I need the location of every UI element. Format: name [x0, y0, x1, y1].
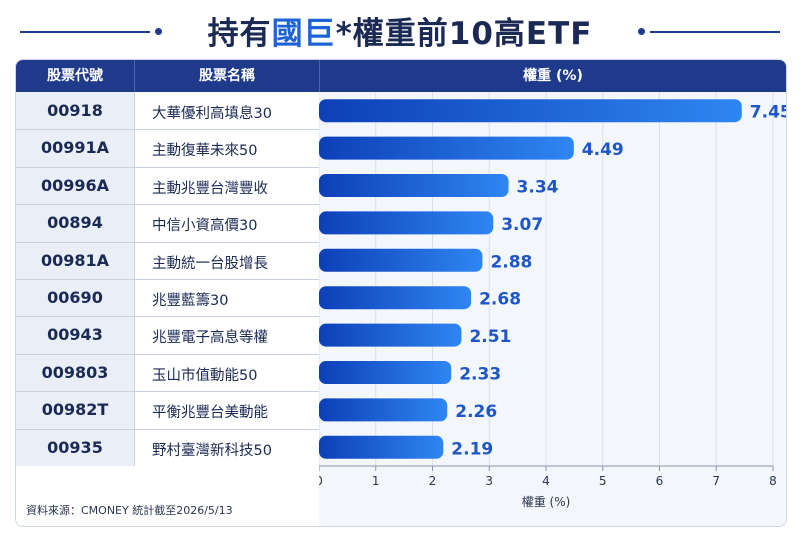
plot-area: 0 1 2 3 4 5 6 7 8 權重 (%) 7.45 4.49 3.34 3.07 2.88 2.68 2… — [319, 92, 786, 526]
title-dot-left — [155, 28, 162, 35]
value-label: 2.68 — [479, 290, 521, 310]
value-label: 4.49 — [582, 140, 624, 160]
etf-name: 兆豐電子高息等權 — [152, 330, 268, 347]
page-title: 持有國巨*權重前10高ETF — [0, 8, 800, 53]
value-label: 2.26 — [455, 402, 497, 422]
value-label: 2.51 — [469, 327, 511, 347]
header-separator — [319, 60, 320, 92]
etf-name: 玉山市值動能50 — [152, 367, 258, 384]
etf-name: 平衡兆豐台美動能 — [152, 405, 268, 422]
x-tick-label: 4 — [542, 474, 550, 488]
row-divider — [16, 204, 319, 206]
bar-00935 — [319, 435, 444, 459]
title-highlight: 國巨 — [271, 16, 336, 52]
row-divider — [16, 279, 319, 280]
etf-code: 00943 — [47, 325, 103, 345]
bar-00996A — [319, 174, 509, 197]
bar-00690 — [319, 286, 472, 310]
header-code: 股票代號 — [47, 68, 103, 84]
value-label: 2.33 — [459, 365, 501, 385]
row-divider — [16, 241, 319, 243]
etf-name: 主動復華未來50 — [152, 143, 258, 160]
etf-name: 中信小資高價30 — [152, 218, 258, 235]
x-tick-label: 7 — [712, 474, 720, 488]
x-tick-label: 1 — [372, 474, 380, 488]
x-tick-label: 5 — [599, 474, 607, 488]
value-label: 3.07 — [501, 215, 543, 235]
row-divider — [16, 353, 319, 355]
etf-name: 兆豐藍籌30 — [152, 293, 229, 309]
etf-code: 00894 — [47, 213, 103, 233]
etf-name: 野村臺灣新科技50 — [152, 442, 272, 459]
etf-code: 00981A — [40, 250, 110, 270]
etf-name: 主動統一台股增長 — [152, 255, 268, 272]
bar-00943 — [319, 323, 462, 347]
bar-00894 — [319, 211, 494, 235]
title-prefix: 持有 — [207, 16, 272, 52]
table-header: 股票代號 股票名稱 權重 (%) — [16, 60, 786, 92]
header-name: 股票名稱 — [199, 68, 255, 84]
row-divider — [16, 428, 319, 430]
etf-code: 00996A — [40, 175, 110, 195]
title-dot-right — [638, 28, 645, 35]
etf-code: 00982T — [41, 400, 109, 420]
etf-code: 00690 — [47, 288, 103, 307]
title-area: 持有國巨*權重前10高ETF — [0, 0, 800, 58]
bar-00982T — [319, 398, 448, 422]
x-tick-label: 6 — [656, 474, 664, 488]
etf-code: 00918 — [47, 101, 103, 120]
bar-chart: 0 1 2 3 4 5 6 7 8 權重 (%) 7.45 4.49 3.34 3.07 2.88 2.68 2… — [319, 92, 786, 509]
value-label: 3.34 — [517, 178, 559, 198]
etf-code: 00935 — [47, 437, 103, 457]
x-tick-label: 8 — [769, 474, 777, 488]
x-tick-label: 0 — [319, 474, 323, 488]
etf-name: 大華優利高填息30 — [152, 106, 272, 122]
bar-00918 — [319, 99, 742, 123]
source-note: 資料來源：CMONEY 統計截至2026/5/13 — [26, 504, 233, 517]
value-label: 2.19 — [451, 439, 493, 459]
bar-00981A — [319, 248, 483, 272]
chart-panel: 股票代號 股票名稱 權重 (%) 00918 大華優利高填息30 00991A 主動復… — [15, 59, 787, 527]
row-divider — [16, 129, 319, 131]
header-weight: 權重 (%) — [523, 68, 583, 84]
x-tick-label: 3 — [485, 474, 493, 488]
row-divider — [16, 391, 319, 393]
bar-009803 — [319, 361, 452, 384]
etf-code: 009803 — [41, 362, 109, 382]
bar-00991A — [319, 136, 574, 160]
x-axis-label: 權重 (%) — [522, 495, 571, 509]
header-separator — [134, 60, 135, 92]
row-divider — [16, 166, 319, 168]
title-rule-left — [20, 31, 150, 33]
title-suffix: *權重前10高ETF — [335, 16, 593, 52]
value-label: 2.88 — [490, 252, 532, 272]
etf-code: 00991A — [40, 138, 110, 158]
value-label: 7.45 — [750, 103, 786, 123]
row-divider — [16, 316, 319, 318]
etf-name: 主動兆豐台灣豐收 — [152, 180, 268, 197]
x-tick-label: 2 — [429, 474, 437, 488]
title-rule-right — [650, 31, 780, 33]
